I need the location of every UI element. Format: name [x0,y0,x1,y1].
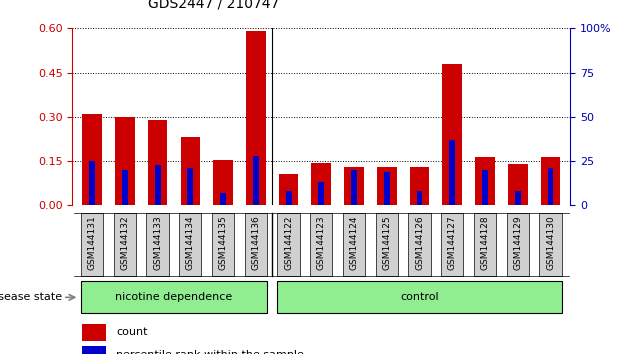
Bar [442,64,462,205]
FancyBboxPatch shape [212,213,234,276]
Bar [83,324,106,341]
Text: GSM144131: GSM144131 [88,215,96,270]
FancyBboxPatch shape [81,281,267,313]
Bar [475,156,495,205]
Bar [449,140,455,205]
Bar [253,156,259,205]
Text: GSM144133: GSM144133 [153,215,162,270]
Bar [508,164,527,205]
Text: disease state: disease state [0,292,62,302]
Text: GSM144124: GSM144124 [350,215,358,270]
FancyBboxPatch shape [375,213,398,276]
Text: control: control [400,292,439,302]
FancyBboxPatch shape [441,213,464,276]
FancyBboxPatch shape [244,213,267,276]
Bar [311,162,331,205]
FancyBboxPatch shape [277,213,300,276]
Text: GSM144134: GSM144134 [186,215,195,270]
Bar [278,175,299,205]
Bar [220,193,226,205]
Text: GSM144123: GSM144123 [317,215,326,270]
Bar [351,170,357,205]
Text: GSM144122: GSM144122 [284,215,293,270]
Text: GSM144132: GSM144132 [120,215,129,270]
Bar [318,182,324,205]
Bar [89,161,95,205]
Bar [547,168,553,205]
Bar [213,160,233,205]
Text: GSM144126: GSM144126 [415,215,424,270]
Bar [122,170,128,205]
FancyBboxPatch shape [539,213,561,276]
Bar [115,117,135,205]
FancyBboxPatch shape [343,213,365,276]
FancyBboxPatch shape [146,213,169,276]
Text: GSM144136: GSM144136 [251,215,260,270]
Bar [384,172,390,205]
Bar [285,191,292,205]
Bar [410,167,430,205]
Bar [515,191,521,205]
Bar [154,165,161,205]
Text: GSM144127: GSM144127 [448,215,457,270]
FancyBboxPatch shape [81,213,103,276]
Text: GDS2447 / 210747: GDS2447 / 210747 [148,0,279,11]
FancyBboxPatch shape [474,213,496,276]
Bar [377,167,397,205]
Bar [187,168,193,205]
Text: percentile rank within the sample: percentile rank within the sample [117,350,304,354]
Text: count: count [117,327,148,337]
Bar [344,167,364,205]
Text: GSM144130: GSM144130 [546,215,555,270]
FancyBboxPatch shape [179,213,202,276]
Bar [83,346,106,354]
FancyBboxPatch shape [507,213,529,276]
Bar [482,170,488,205]
Bar [148,120,168,205]
Bar [181,137,200,205]
Text: GSM144135: GSM144135 [219,215,227,270]
FancyBboxPatch shape [408,213,431,276]
FancyBboxPatch shape [310,213,333,276]
FancyBboxPatch shape [113,213,136,276]
Text: nicotine dependence: nicotine dependence [115,292,232,302]
Text: GSM144125: GSM144125 [382,215,391,270]
Text: GSM144128: GSM144128 [481,215,490,270]
Bar [83,114,102,205]
FancyBboxPatch shape [277,281,561,313]
Bar [416,191,423,205]
Text: GSM144129: GSM144129 [513,215,522,270]
Bar [246,31,266,205]
Bar [541,156,560,205]
